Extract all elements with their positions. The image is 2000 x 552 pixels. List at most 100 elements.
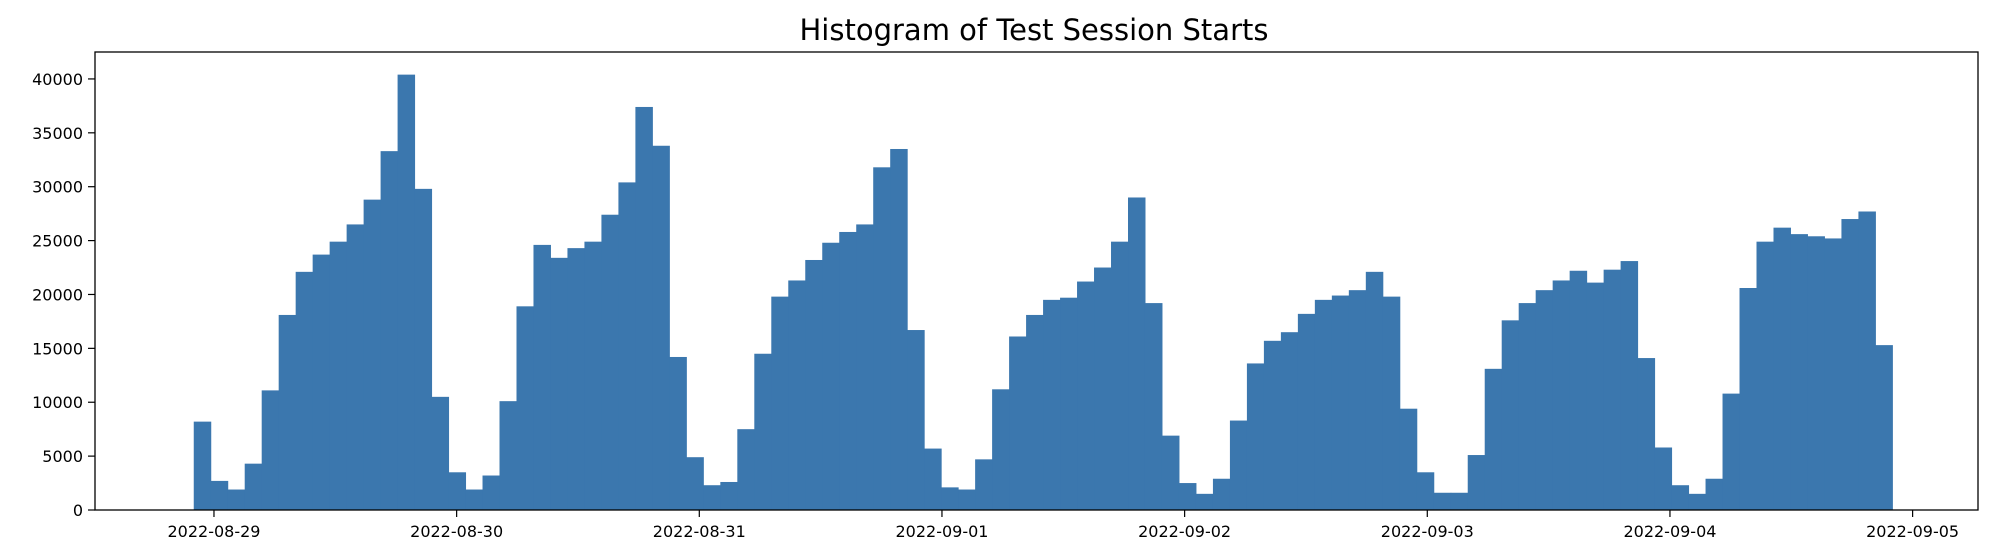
histogram-bar-70 bbox=[1382, 296, 1401, 510]
y-tick-label-7: 35000 bbox=[32, 124, 83, 143]
histogram-bar-19 bbox=[516, 306, 534, 510]
histogram-bar-45 bbox=[958, 489, 976, 510]
histogram-bar-3 bbox=[244, 463, 263, 510]
histogram-bar-58 bbox=[1178, 483, 1197, 510]
histogram-bar-50 bbox=[1043, 299, 1061, 510]
x-tick-label-0: 2022-08-29 bbox=[167, 522, 260, 541]
histogram-bar-81 bbox=[1569, 270, 1588, 510]
x-tick-label-2: 2022-08-31 bbox=[653, 522, 746, 541]
histogram-bar-14 bbox=[431, 396, 450, 510]
histogram-bar-21 bbox=[550, 257, 568, 510]
histogram-bar-33 bbox=[754, 353, 772, 510]
histogram-bar-52 bbox=[1077, 281, 1095, 510]
histogram-bar-69 bbox=[1365, 271, 1384, 510]
histogram-bar-68 bbox=[1348, 290, 1367, 510]
histogram-bar-86 bbox=[1654, 447, 1673, 510]
histogram-bar-98 bbox=[1858, 211, 1876, 510]
histogram-bar-16 bbox=[465, 489, 484, 510]
histogram-bar-17 bbox=[482, 475, 501, 510]
histogram-bar-39 bbox=[856, 224, 874, 510]
histogram-bar-91 bbox=[1739, 288, 1758, 510]
y-axis: 0 5000 10000 15000 20000 25000 30000 35000 40000 bbox=[32, 70, 95, 520]
histogram-bar-36 bbox=[805, 259, 823, 510]
histogram-bar-44 bbox=[941, 487, 959, 510]
histogram-bar-8 bbox=[329, 241, 348, 510]
histogram-bar-22 bbox=[567, 248, 585, 510]
histogram-bar-90 bbox=[1722, 393, 1741, 510]
histogram-bar-32 bbox=[737, 429, 755, 510]
chart-title: Histogram of Test Session Starts bbox=[800, 13, 1269, 47]
histogram-bar-79 bbox=[1535, 290, 1554, 510]
histogram-bar-48 bbox=[1009, 336, 1027, 510]
histogram-bar-24 bbox=[601, 214, 619, 510]
y-tick-label-5: 25000 bbox=[32, 232, 83, 251]
histogram-bar-71 bbox=[1399, 408, 1418, 510]
plot-frame bbox=[94, 51, 1979, 511]
histogram-bar-53 bbox=[1094, 267, 1112, 510]
histogram-bar-13 bbox=[414, 188, 433, 510]
histogram-bar-57 bbox=[1161, 435, 1180, 510]
histogram-bar-23 bbox=[584, 241, 602, 510]
histogram-bar-77 bbox=[1501, 320, 1520, 510]
histogram-bar-28 bbox=[669, 356, 687, 510]
histogram-bar-76 bbox=[1484, 368, 1503, 510]
histogram-bar-78 bbox=[1518, 303, 1537, 510]
histogram-bar-94 bbox=[1790, 234, 1808, 510]
histogram-bar-10 bbox=[363, 199, 382, 511]
x-tick-label-7: 2022-09-05 bbox=[1866, 522, 1959, 541]
histogram-bar-82 bbox=[1586, 282, 1605, 510]
y-tick-label-6: 30000 bbox=[32, 178, 83, 197]
histogram-bar-85 bbox=[1637, 358, 1656, 510]
x-tick-label-4: 2022-09-02 bbox=[1138, 522, 1231, 541]
histogram-bar-41 bbox=[890, 148, 908, 511]
histogram-bar-88 bbox=[1688, 493, 1707, 510]
histogram-bar-97 bbox=[1841, 219, 1859, 511]
histogram-bar-62 bbox=[1246, 363, 1265, 510]
histogram-bar-61 bbox=[1229, 420, 1248, 510]
histogram-bar-56 bbox=[1144, 303, 1163, 510]
histogram-bar-26 bbox=[635, 106, 653, 511]
y-tick-label-1: 5000 bbox=[42, 447, 83, 466]
histogram-bar-0 bbox=[193, 421, 212, 510]
x-tick-label-5: 2022-09-03 bbox=[1381, 522, 1474, 541]
histogram-bar-4 bbox=[261, 390, 280, 510]
histogram-bar-6 bbox=[295, 271, 314, 510]
histogram-bar-29 bbox=[686, 457, 704, 510]
histogram-bar-38 bbox=[839, 231, 857, 511]
histogram-bar-31 bbox=[720, 481, 738, 510]
histogram-bar-1 bbox=[210, 480, 229, 510]
histogram-bar-9 bbox=[346, 224, 365, 510]
y-tick-label-3: 15000 bbox=[32, 339, 83, 358]
histogram-bar-43 bbox=[924, 448, 942, 510]
x-tick-label-6: 2022-09-04 bbox=[1623, 522, 1716, 541]
y-tick-label-0: 0 bbox=[73, 501, 83, 520]
x-tick-label-3: 2022-09-01 bbox=[895, 522, 988, 541]
histogram-bar-12 bbox=[397, 74, 416, 510]
histogram-bar-75 bbox=[1467, 455, 1486, 510]
histogram-bar-46 bbox=[975, 459, 993, 510]
histogram-bar-20 bbox=[533, 244, 551, 511]
histogram-bar-99 bbox=[1875, 345, 1893, 510]
bars-group bbox=[193, 74, 1893, 511]
histogram-bar-49 bbox=[1026, 314, 1044, 510]
histogram-bar-80 bbox=[1552, 280, 1571, 510]
histogram-bar-40 bbox=[873, 167, 891, 511]
histogram-bar-73 bbox=[1433, 492, 1452, 510]
histogram-bar-83 bbox=[1603, 269, 1622, 510]
x-tick-label-1: 2022-08-30 bbox=[410, 522, 503, 541]
histogram-bar-18 bbox=[499, 401, 517, 510]
y-tick-label-4: 20000 bbox=[32, 285, 83, 304]
y-tick-label-2: 10000 bbox=[32, 393, 83, 412]
histogram-bar-63 bbox=[1263, 340, 1282, 510]
histogram-bar-54 bbox=[1111, 241, 1129, 510]
histogram-bar-5 bbox=[278, 314, 297, 510]
histogram-bar-72 bbox=[1416, 472, 1435, 510]
histogram-bar-15 bbox=[448, 472, 467, 510]
histogram-bar-55 bbox=[1128, 197, 1146, 510]
y-tick-label-8: 40000 bbox=[32, 70, 83, 89]
histogram-bar-51 bbox=[1060, 297, 1078, 510]
histogram-bar-66 bbox=[1314, 299, 1333, 510]
histogram-bar-2 bbox=[227, 489, 246, 510]
histogram-bar-93 bbox=[1773, 227, 1791, 510]
histogram-bar-60 bbox=[1212, 478, 1231, 510]
